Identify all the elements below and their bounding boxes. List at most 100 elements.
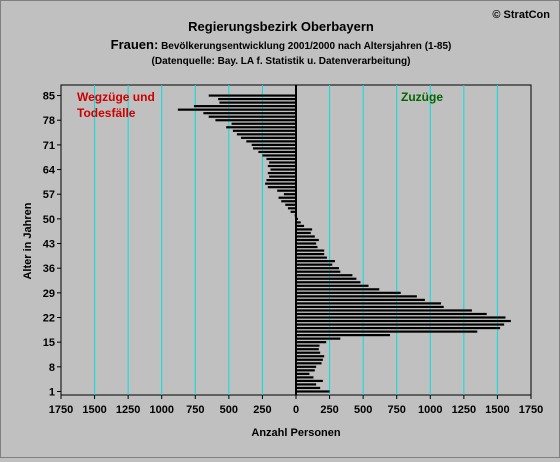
bar-age-74: [236, 133, 296, 136]
bar-age-5: [296, 376, 314, 379]
y-tick-label: 78: [43, 115, 55, 127]
x-tick-label: 750: [186, 404, 204, 416]
bar-age-13: [296, 348, 319, 351]
y-tick-label: 64: [43, 165, 56, 177]
bar-age-80: [203, 112, 296, 115]
bar-age-40: [296, 252, 325, 256]
bar-age-42: [296, 245, 318, 249]
bar-age-18: [296, 330, 478, 333]
bar-age-61: [266, 179, 296, 182]
bar-age-76: [226, 126, 296, 129]
bar-age-30: [296, 288, 380, 291]
bar-age-68: [262, 154, 296, 157]
bar-age-84: [218, 97, 296, 101]
x-tick-label: 750: [388, 404, 406, 416]
copyright-label: © StratCon: [492, 9, 550, 21]
x-axis-ticks: 1750 1500 1250 1000 750 500 250 0 250 500 750 1000 1…: [49, 395, 543, 416]
bar-age-83: [219, 101, 296, 104]
bar-age-63: [267, 171, 296, 175]
y-axis-label: Alter in Jahren: [22, 202, 34, 279]
bar-age-26: [296, 302, 442, 305]
bar-age-44: [296, 238, 319, 242]
y-tick-label: 15: [43, 337, 55, 349]
bar-age-59: [267, 186, 296, 189]
bar-age-54: [285, 203, 296, 206]
vertical-gridlines: [94, 85, 498, 395]
bar-age-47: [296, 228, 313, 231]
x-tick-label: 500: [220, 404, 238, 416]
bar-age-17: [296, 334, 390, 337]
y-tick-label: 22: [43, 313, 55, 325]
chart-source: (Datenquelle: Bay. LA f. Statistik u. Da…: [152, 56, 411, 67]
x-tick-label: 1500: [82, 404, 106, 416]
bar-age-45: [296, 235, 315, 238]
bar-age-28: [296, 295, 417, 298]
subtitle-lead: Frauen:: [111, 37, 159, 52]
bar-age-24: [296, 309, 472, 312]
bar-age-67: [266, 157, 296, 161]
bar-age-12: [296, 351, 321, 354]
bar-age-79: [208, 115, 296, 118]
bar-age-56: [278, 196, 296, 199]
bar-age-52: [290, 210, 296, 213]
bar-age-19: [296, 326, 501, 330]
bar-age-4: [296, 379, 323, 383]
subtitle-rest: Bevölkerungsentwicklung 2001/2000 nach A…: [158, 41, 451, 52]
x-tick-label: 1750: [49, 404, 73, 416]
bar-age-55: [281, 200, 296, 203]
x-tick-label: 1250: [452, 404, 476, 416]
y-tick-label: 71: [43, 140, 55, 152]
bar-age-39: [296, 256, 327, 259]
bar-age-57: [283, 193, 296, 196]
bar-age-32: [296, 281, 361, 284]
bar-age-16: [296, 337, 341, 340]
bar-age-37: [296, 263, 333, 266]
bar-age-77: [231, 122, 296, 125]
bar-age-75: [232, 129, 296, 132]
bar-age-35: [296, 270, 341, 273]
x-tick-label: 250: [320, 404, 338, 416]
bar-age-78: [215, 119, 296, 122]
bar-age-2: [296, 386, 321, 390]
bar-age-7: [296, 369, 315, 372]
x-tick-label: 1000: [149, 404, 173, 416]
y-tick-label: 1: [49, 386, 55, 398]
chart-subtitle: Frauen: Bevölkerungsentwicklung 2001/200…: [111, 37, 452, 52]
bar-age-22: [296, 316, 506, 319]
bar-age-27: [296, 298, 425, 301]
bar-age-15: [296, 341, 327, 344]
x-tick-label: 1750: [519, 404, 543, 416]
x-axis-label: Anzahl Personen: [251, 427, 341, 439]
bar-age-38: [296, 260, 335, 263]
bar-age-3: [296, 383, 317, 386]
bar-age-6: [296, 372, 310, 375]
bar-age-34: [296, 274, 353, 277]
bar-age-36: [296, 267, 339, 270]
bar-age-11: [296, 355, 325, 358]
annotation-loss-line1: Wegzüge und: [77, 90, 155, 104]
bar-age-81: [177, 108, 296, 111]
bar-age-29: [296, 291, 401, 294]
bar-age-72: [246, 140, 296, 143]
bar-age-33: [296, 277, 357, 280]
y-tick-label: 85: [43, 91, 55, 103]
x-tick-label: 1250: [116, 404, 140, 416]
x-tick-label: 1500: [485, 404, 509, 416]
x-tick-label: 1000: [418, 404, 442, 416]
bar-age-53: [287, 207, 296, 210]
y-axis-ticks: 1 8 15 22 29 36 43 50 57 64 71 78 85: [43, 91, 61, 398]
bar-age-14: [296, 344, 320, 347]
bar-series: [177, 94, 511, 393]
bar-age-21: [296, 319, 511, 323]
x-tick-label: 250: [253, 404, 271, 416]
bar-age-10: [296, 358, 323, 361]
annotation-gain: Zuzüge: [401, 90, 443, 104]
bar-age-23: [296, 312, 487, 316]
bar-age-60: [265, 182, 296, 185]
bar-age-65: [267, 164, 296, 168]
x-tick-label: 0: [293, 404, 299, 416]
bar-age-43: [296, 242, 317, 245]
y-tick-label: 29: [43, 288, 55, 300]
